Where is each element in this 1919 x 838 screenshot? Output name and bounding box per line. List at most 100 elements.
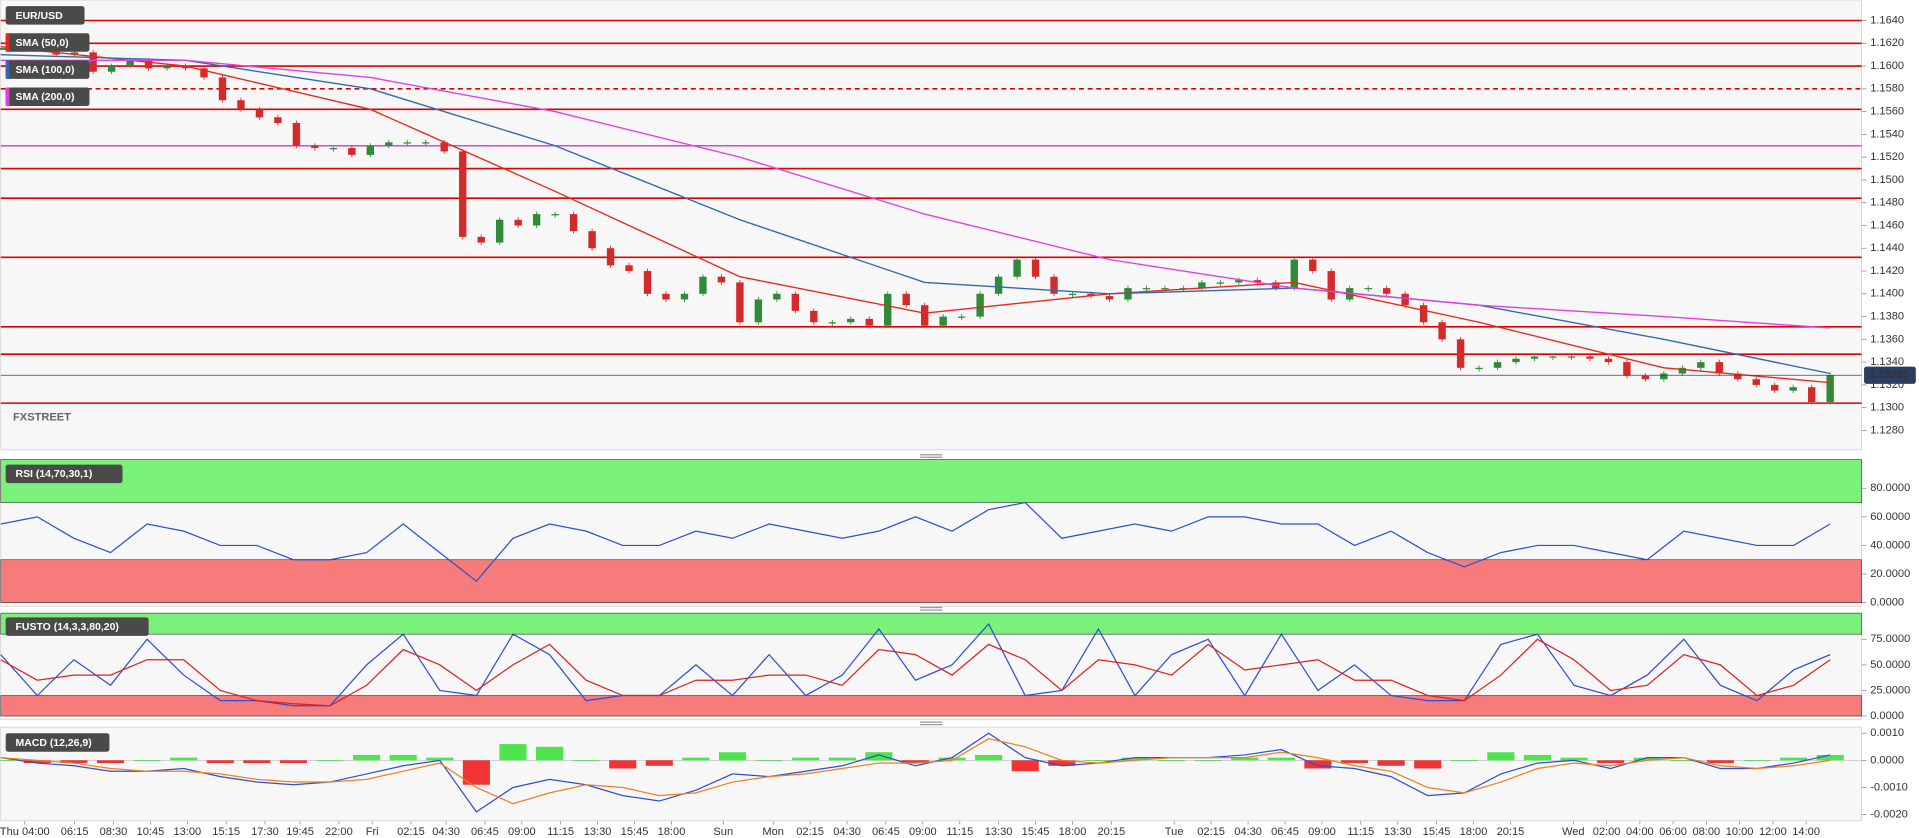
x-tick-label: 15:45 bbox=[621, 826, 649, 838]
sma-line bbox=[0, 59, 1831, 329]
legend-swatch bbox=[5, 33, 10, 52]
candle bbox=[754, 299, 763, 323]
x-tick-label: Fri bbox=[366, 826, 379, 838]
x-tick-label: 18:00 bbox=[658, 826, 686, 838]
candle bbox=[680, 293, 689, 300]
candle bbox=[459, 151, 467, 237]
histogram-bar bbox=[1231, 757, 1259, 761]
histogram-bar bbox=[170, 757, 198, 761]
candle bbox=[1493, 362, 1502, 368]
y-tick-label: 1.1520 bbox=[1870, 151, 1904, 163]
upper-zone bbox=[0, 613, 1862, 635]
histogram-bar bbox=[1194, 760, 1222, 761]
candle bbox=[1456, 339, 1465, 368]
candle bbox=[1235, 280, 1243, 283]
y-tick-label: 1.1600 bbox=[1870, 60, 1904, 72]
y-tick-label: 1.1320 bbox=[1870, 379, 1904, 391]
macd-line bbox=[0, 732, 1831, 813]
candle bbox=[1752, 379, 1760, 385]
candle bbox=[144, 60, 153, 69]
candle bbox=[1604, 358, 1613, 363]
last-price-box bbox=[1864, 366, 1916, 384]
x-tick-label: 12:00 bbox=[1759, 826, 1787, 838]
candle bbox=[1660, 373, 1668, 380]
candle bbox=[1697, 362, 1705, 368]
candle bbox=[311, 145, 319, 149]
candle bbox=[699, 276, 707, 294]
candle bbox=[1512, 358, 1520, 363]
x-tick-label: 15:15 bbox=[212, 826, 240, 838]
candle bbox=[422, 142, 430, 144]
x-tick-label: 18:00 bbox=[1059, 826, 1087, 838]
candle bbox=[828, 322, 836, 324]
x-tick-label: 10:45 bbox=[137, 826, 165, 838]
candle bbox=[1807, 387, 1816, 402]
histogram-bar bbox=[792, 757, 820, 761]
oscillator-line bbox=[0, 638, 1831, 707]
x-tick-label: 09:00 bbox=[508, 826, 536, 838]
candle bbox=[606, 248, 615, 266]
y-tick-label: -0.0020 bbox=[1870, 809, 1908, 821]
y-tick-label: 40.0000 bbox=[1870, 539, 1910, 551]
candle bbox=[200, 68, 208, 78]
x-tick-label: Sun bbox=[713, 826, 733, 838]
histogram-bar bbox=[0, 760, 15, 761]
candle bbox=[89, 52, 97, 72]
y-tick-label: 1.1360 bbox=[1870, 333, 1904, 345]
candle bbox=[1734, 373, 1742, 380]
legend-box bbox=[5, 60, 90, 79]
candle bbox=[939, 316, 947, 326]
candle bbox=[1290, 259, 1298, 289]
candle bbox=[495, 219, 504, 243]
histogram-bar bbox=[1670, 760, 1698, 761]
candle bbox=[902, 293, 910, 306]
candle bbox=[255, 109, 264, 118]
y-tick-label: 60.0000 bbox=[1870, 511, 1910, 523]
candle bbox=[920, 305, 929, 326]
histogram-bar bbox=[389, 754, 417, 761]
candle bbox=[1586, 356, 1594, 359]
x-tick-label: 11:15 bbox=[1347, 826, 1374, 838]
x-tick-label: 04:30 bbox=[1234, 826, 1262, 838]
x-tick-label: 02:00 bbox=[1593, 826, 1621, 838]
x-tick-label: 09:00 bbox=[1308, 826, 1336, 838]
sma-line bbox=[0, 53, 1831, 375]
x-tick-label: 06:45 bbox=[872, 826, 900, 838]
panel bbox=[0, 726, 1862, 822]
candle bbox=[532, 214, 541, 226]
histogram-bar bbox=[1267, 757, 1295, 761]
candle bbox=[440, 142, 448, 152]
candle bbox=[1013, 259, 1021, 277]
candle bbox=[514, 219, 522, 226]
panel-title: FUSTO (14,3,3,80,20) bbox=[16, 622, 119, 633]
histogram-bar bbox=[755, 760, 783, 761]
candle bbox=[1826, 375, 1834, 402]
candle bbox=[385, 142, 393, 146]
candle bbox=[1623, 362, 1631, 376]
y-tick-label: 1.1540 bbox=[1870, 128, 1904, 140]
candle bbox=[1309, 259, 1317, 272]
candle bbox=[551, 214, 559, 216]
histogram-bar bbox=[499, 744, 527, 761]
candle bbox=[126, 60, 134, 67]
x-tick-label: 15:45 bbox=[1022, 826, 1050, 838]
candle bbox=[163, 66, 171, 69]
title-box bbox=[5, 733, 110, 752]
histogram-bar bbox=[1158, 760, 1186, 761]
candle bbox=[643, 271, 652, 294]
candle bbox=[1364, 288, 1372, 290]
y-tick-label: 1.1480 bbox=[1870, 197, 1904, 209]
x-tick-label: Wed bbox=[1562, 826, 1585, 838]
candle bbox=[477, 236, 485, 243]
legend-swatch bbox=[5, 87, 10, 106]
legend-box bbox=[5, 33, 90, 52]
histogram-bar bbox=[865, 752, 893, 761]
x-tick-label: 13:30 bbox=[985, 826, 1013, 838]
upper-zone bbox=[0, 459, 1862, 503]
histogram-bar bbox=[1340, 760, 1369, 764]
histogram-bar bbox=[609, 760, 637, 769]
x-tick-label: 08:30 bbox=[100, 826, 128, 838]
histogram-bar bbox=[1414, 760, 1442, 769]
x-tick-label: 11:15 bbox=[547, 826, 574, 838]
histogram-bar bbox=[462, 760, 490, 785]
